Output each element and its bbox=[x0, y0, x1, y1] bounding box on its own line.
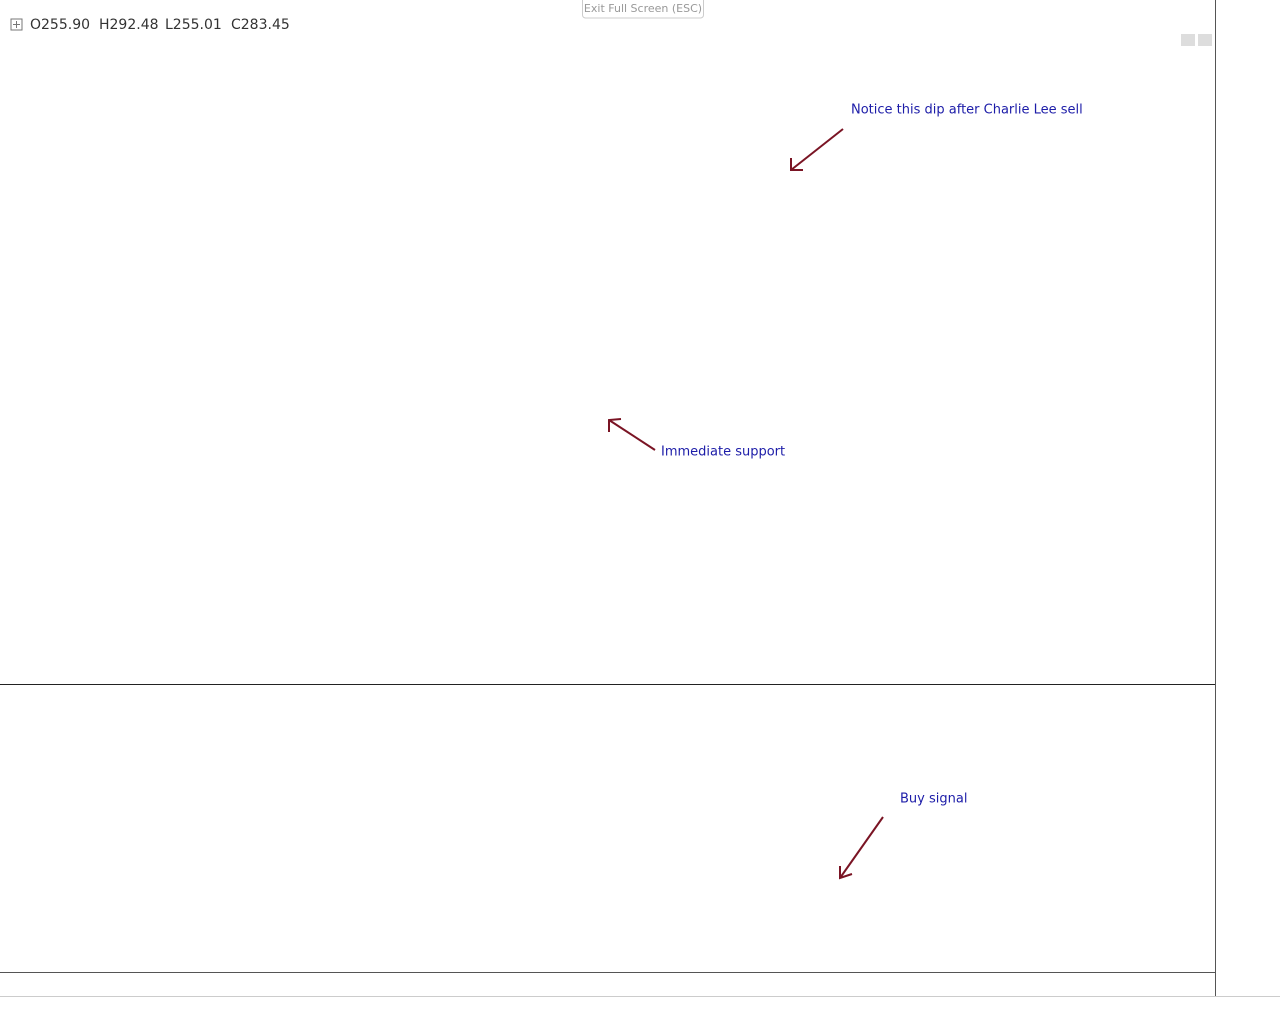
annotation: Immediate support bbox=[661, 445, 785, 460]
bottom-toolbar bbox=[0, 996, 1280, 1024]
scroll-button[interactable] bbox=[1181, 34, 1195, 46]
ohlc-close: C283.45 bbox=[231, 17, 290, 33]
ohlc-open: O255.90 bbox=[30, 17, 90, 33]
arrow bbox=[608, 419, 656, 451]
arrow bbox=[790, 128, 844, 171]
legend-toggle-icon bbox=[13, 21, 20, 28]
ohlc-high: H292.48 bbox=[99, 17, 159, 33]
ohlc-low: L255.01 bbox=[165, 17, 222, 33]
legend-toggle[interactable] bbox=[10, 18, 23, 31]
exit-fullscreen-button[interactable] bbox=[582, 0, 704, 19]
annotation: Buy signal bbox=[900, 792, 967, 807]
annotation: Notice this dip after Charlie Lee sell bbox=[851, 103, 1083, 118]
arrow-head bbox=[790, 158, 803, 171]
arrow-head bbox=[839, 866, 853, 880]
scroll-button[interactable] bbox=[1198, 34, 1212, 46]
exit-fullscreen-label: Exit Full Screen (ESC) bbox=[584, 2, 702, 15]
annotation-arrows bbox=[608, 128, 884, 880]
arrow-head bbox=[608, 418, 622, 432]
arrow bbox=[839, 816, 884, 879]
